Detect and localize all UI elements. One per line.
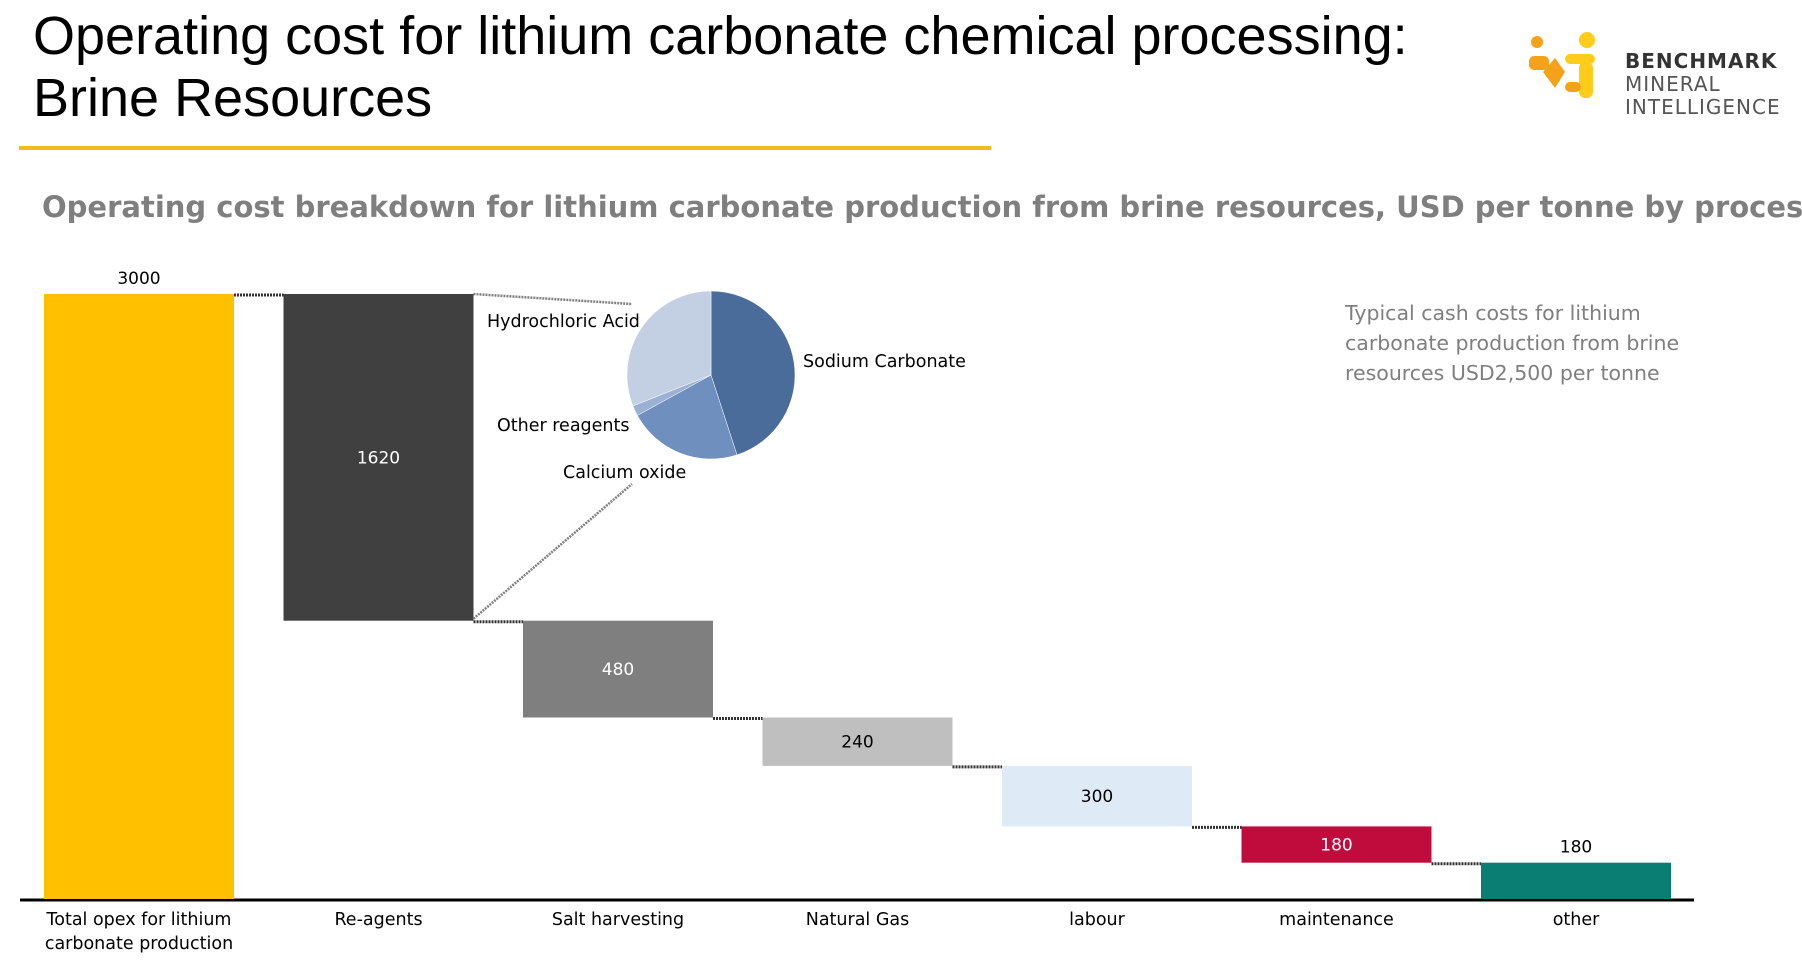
pie-callout-line (473, 292, 633, 306)
bar-value-label: 240 (841, 733, 873, 753)
category-label: maintenance (1279, 910, 1394, 930)
bar-value-label: 180 (1560, 838, 1592, 858)
title-line-2: Brine Resources (33, 68, 433, 128)
category-label: carbonate production (45, 934, 233, 954)
logo-word-benchmark: BENCHMARK (1625, 49, 1778, 73)
pie-slice-label: Sodium Carbonate (803, 352, 966, 372)
pie-slice (710, 290, 796, 456)
bar-value-label: 3000 (117, 269, 160, 289)
waterfall-bar (1241, 826, 1432, 863)
logo-wordmark: BENCHMARK MINERAL INTELLIGENCE (1625, 50, 1781, 119)
category-label: Re-agents (334, 910, 422, 930)
chart-subtitle: Operating cost breakdown for lithium car… (42, 190, 1802, 224)
category-label: labour (1069, 910, 1125, 930)
category-label: other (1553, 910, 1600, 930)
benchmark-logo: BENCHMARK MINERAL INTELLIGENCE (1525, 18, 1795, 128)
benchmark-logo-mark-icon (1529, 32, 1595, 98)
bar-value-label: 480 (602, 660, 634, 680)
cash-cost-note: Typical cash costs for lithium carbonate… (1345, 301, 1680, 385)
title-line-1: Operating cost for lithium carbonate che… (33, 6, 1408, 66)
slide-title: Operating cost for lithium carbonate che… (33, 5, 1433, 129)
category-label: Natural Gas (806, 910, 910, 930)
pie-slice-label: Other reagents (497, 416, 630, 436)
waterfall-bar (1481, 862, 1671, 899)
pie-callout-line (472, 483, 633, 620)
logo-word-mineral: MINERAL (1625, 72, 1721, 96)
logo-word-intelligence: INTELLIGENCE (1625, 95, 1781, 119)
title-underline (19, 146, 991, 150)
pie-slice (626, 290, 712, 407)
pie-slice-label: Calcium oxide (563, 463, 686, 483)
waterfall-bar (44, 294, 234, 899)
waterfall-bar (1002, 765, 1192, 827)
bar-value-label: 180 (1320, 836, 1352, 856)
pie-slice (637, 374, 738, 460)
bar-value-label: 1620 (357, 448, 400, 468)
category-label: Salt harvesting (552, 910, 684, 930)
pie-slice-label: Hydrochloric Acid (487, 312, 640, 332)
category-label: Total opex for lithium (46, 910, 232, 930)
bar-value-label: 300 (1081, 787, 1113, 807)
waterfall-bar (283, 294, 474, 621)
waterfall-bar (762, 717, 953, 766)
waterfall-bar (523, 620, 713, 718)
